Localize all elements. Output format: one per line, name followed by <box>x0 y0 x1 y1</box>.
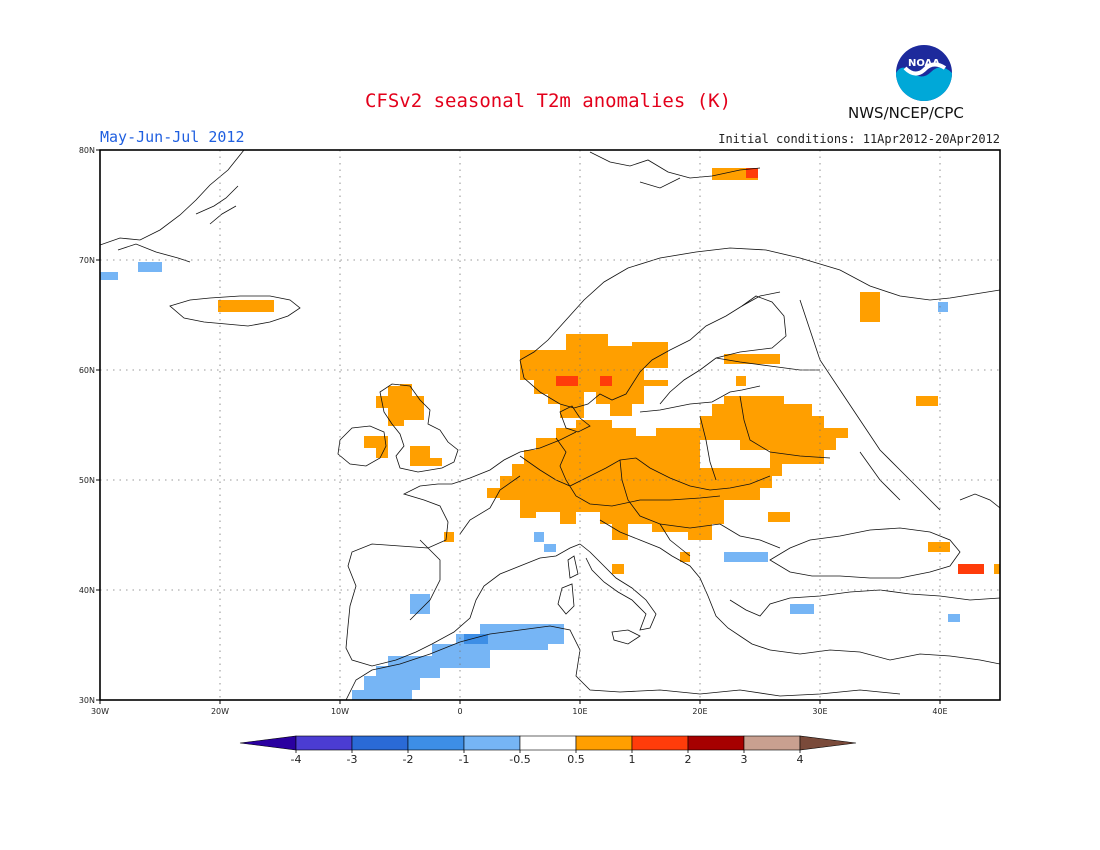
lon-tick-label: 20E <box>692 707 707 716</box>
colorbar-label: -3 <box>347 753 358 766</box>
axis-ticks: 30W 20W 10W 0 10E 20E 30E 40E 30N 40N 50N 60N 70N 80N <box>79 146 948 716</box>
map-frame <box>99 149 1001 701</box>
lat-tick-label: 80N <box>79 146 95 155</box>
anomaly-region-finland <box>724 354 780 364</box>
colorbar-segment-low <box>239 735 297 751</box>
forecast-period: May-Jun-Jul 2012 <box>100 128 245 146</box>
anomaly-region-southern-scandinavia <box>520 334 668 418</box>
initial-conditions: Initial conditions: 11Apr2012-20Apr2012 <box>718 132 1000 146</box>
colorbar-label: -4 <box>291 753 302 766</box>
lat-tick-label: 30N <box>79 696 95 705</box>
agency-label: NWS/NCEP/CPC <box>848 104 964 122</box>
lon-tick-label: 0 <box>457 707 462 716</box>
lon-tick-label: 10E <box>572 707 587 716</box>
colorbar-label: 3 <box>741 753 748 766</box>
lon-tick-label: 30E <box>812 707 827 716</box>
coastlines <box>100 150 1000 700</box>
colorbar-segment <box>743 735 801 751</box>
colorbar-label: 1 <box>629 753 636 766</box>
colorbar-segment <box>575 735 633 751</box>
lon-tick-label: 20W <box>211 707 229 716</box>
colorbar-segment-high <box>799 735 857 751</box>
anomaly-region-british-isles <box>376 384 424 426</box>
colorbar-segment <box>687 735 745 751</box>
colorbar-label: -0.5 <box>509 753 530 766</box>
colorbar-segment <box>351 735 409 751</box>
noaa-logo: NOAA <box>894 43 954 103</box>
anomaly-gap-belarus <box>700 440 770 468</box>
colorbar: -4 -3 -2 -1 -0.5 0.5 1 2 3 4 <box>239 735 857 766</box>
anomaly-region-northwest-africa <box>352 624 564 700</box>
lon-tick-label: 10W <box>331 707 349 716</box>
chart-title: CFSv2 seasonal T2m anomalies (K) <box>364 90 732 112</box>
colorbar-label: -2 <box>403 753 414 766</box>
colorbar-segment <box>463 735 521 751</box>
anomaly-region-iceland <box>218 300 274 312</box>
svg-text:NOAA: NOAA <box>908 58 940 69</box>
colorbar-label: 0.5 <box>567 753 585 766</box>
colorbar-label: 4 <box>797 753 804 766</box>
lat-tick-label: 50N <box>79 476 95 485</box>
lat-tick-label: 40N <box>79 586 95 595</box>
lat-tick-label: 70N <box>79 256 95 265</box>
lat-tick-label: 60N <box>79 366 95 375</box>
graticule <box>100 150 1000 700</box>
colorbar-label: 2 <box>685 753 692 766</box>
anomaly-region-black-sea-east <box>958 564 984 574</box>
colorbar-segment <box>295 735 353 751</box>
lon-tick-label: 30W <box>91 707 109 716</box>
colorbar-segment <box>519 735 577 751</box>
colorbar-segment <box>407 735 465 751</box>
colorbar-segment <box>631 735 689 751</box>
colorbar-label: -1 <box>459 753 470 766</box>
lon-tick-label: 40E <box>932 707 947 716</box>
